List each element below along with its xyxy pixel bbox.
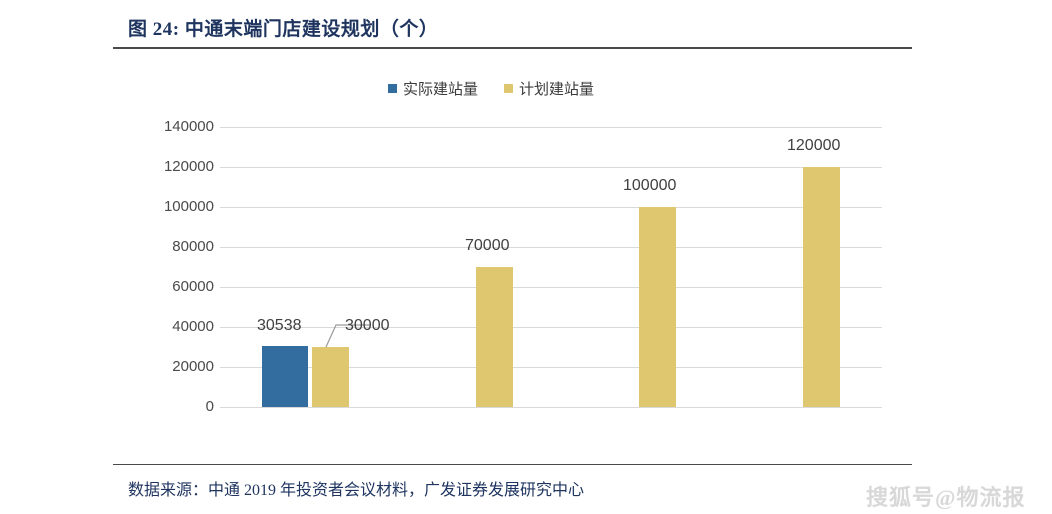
source-note: 数据来源：中通 2019 年投资者会议材料，广发证券发展研究中心 [128,482,585,499]
gridline-80000 [220,247,882,248]
bar-plan-2019q3[interactable] [312,347,349,407]
header-divider [113,47,912,49]
legend-swatch-plan [504,84,514,93]
y-axis-label-40000: 40000 [172,318,214,335]
footer-divider [113,464,912,465]
gridline-60000 [220,287,882,288]
legend-swatch-actual [388,84,397,93]
y-axis-label-0: 0 [205,398,214,415]
y-axis-label-80000: 80000 [172,238,214,255]
value-label-actual-2019q3: 30538 [257,317,302,334]
legend-label-plan: 计划建站量 [519,82,595,98]
value-label-plan-2022: 120000 [787,137,841,154]
chart-legend: 实际建站量 计划建站量 [388,78,594,99]
bar-plan-2022[interactable] [803,167,840,407]
gridline-40000 [220,327,882,328]
legend-item-actual: 实际建站量 [388,78,478,99]
watermark: 搜狐号@物流报 [866,485,1026,510]
y-axis-label-20000: 20000 [172,358,214,375]
y-axis-label-100000: 100000 [163,198,214,215]
bar-plan-2021[interactable] [639,207,676,407]
gridline-100000 [220,207,882,208]
gridline-20000 [220,367,882,368]
value-label-plan-2019q3: 30000 [345,317,390,334]
legend-item-plan: 计划建站量 [504,78,594,99]
legend-label-actual: 实际建站量 [403,82,479,98]
y-axis-label-140000: 140000 [163,118,214,135]
bar-plan-2020[interactable] [476,267,513,407]
gridline-0 [220,407,882,408]
bar-actual-2019q3[interactable] [262,346,308,407]
page-title: 图 24: 中通末端门店建设规划（个） [128,19,439,40]
y-axis-label-120000: 120000 [163,158,214,175]
gridline-120000 [220,167,882,168]
value-label-plan-2020: 70000 [465,237,510,254]
value-label-plan-2021: 100000 [623,177,677,194]
gridline-140000 [220,127,882,128]
chart-plot-area: 30538 30000 70000 100000 120000 2019Q3 2… [220,127,882,408]
y-axis-label-60000: 60000 [172,278,214,295]
